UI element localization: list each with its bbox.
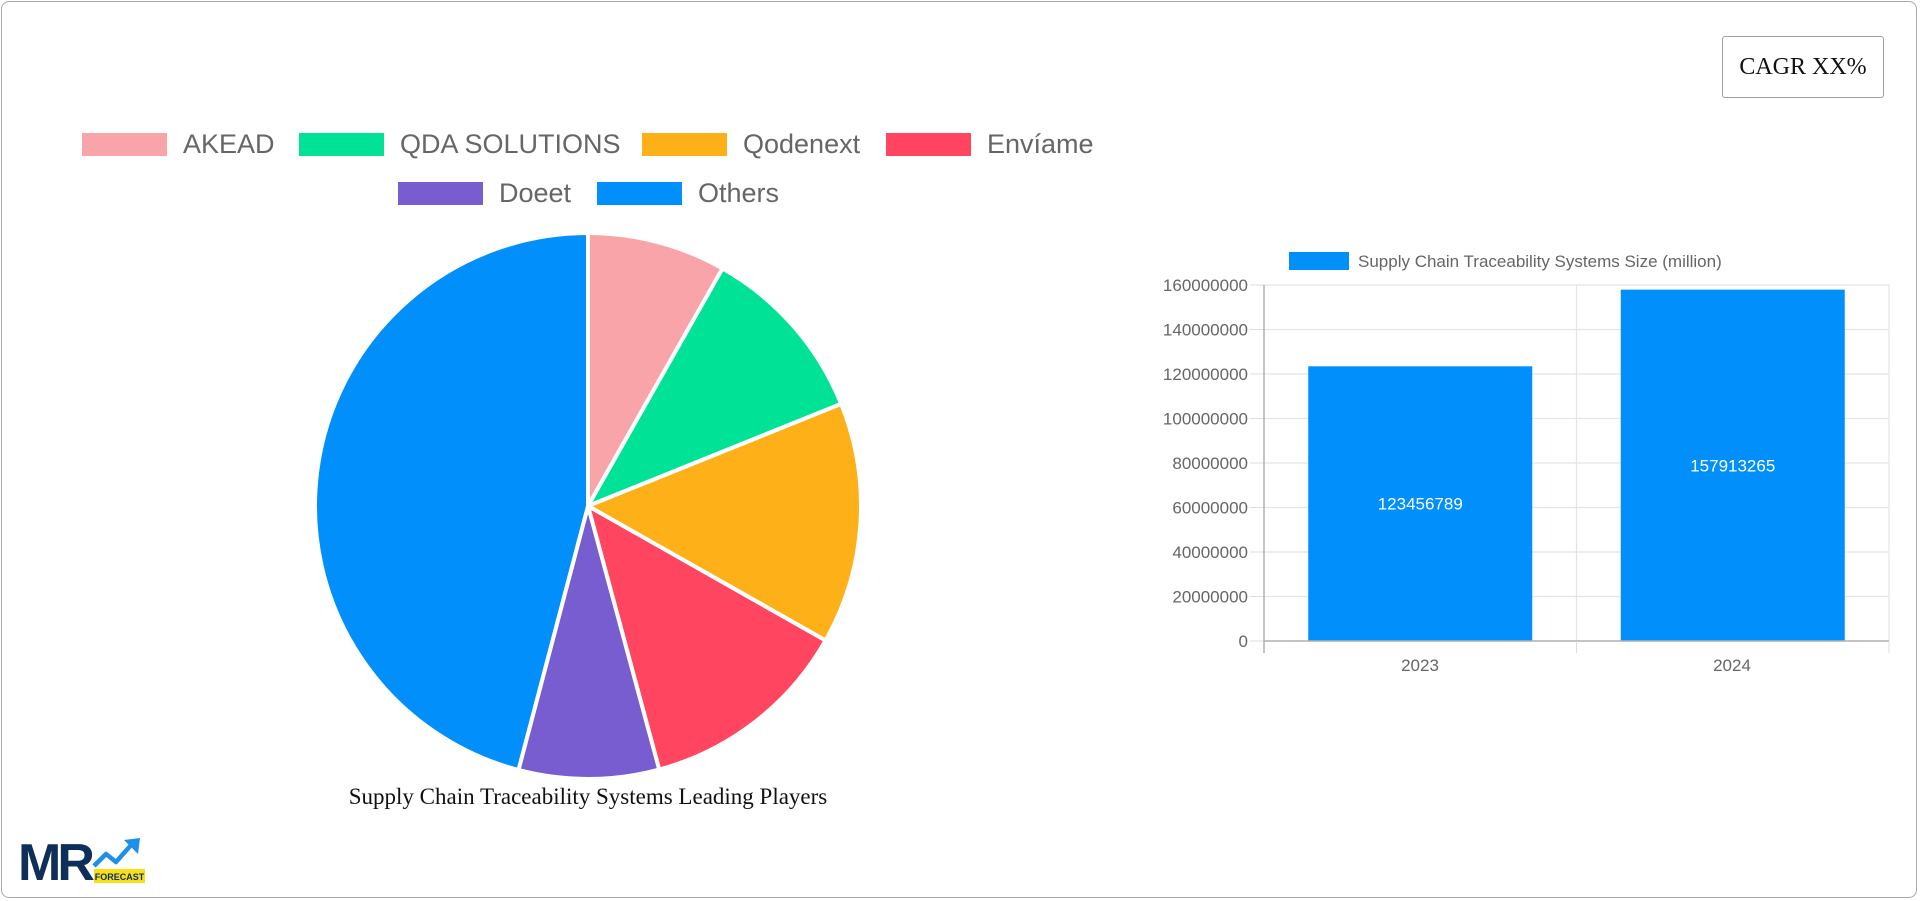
legend-label: Envíame [987, 128, 1094, 159]
y-tick-label: 80000000 [1172, 454, 1248, 473]
legend-item-akead[interactable]: AKEAD [82, 128, 275, 159]
pie-slice-qda-solutions[interactable] [586, 266, 844, 508]
bar-legend-label: Supply Chain Traceability Systems Size (… [1358, 252, 1722, 271]
legend-item-qda-solutions[interactable]: QDA SOLUTIONS [299, 128, 621, 159]
bar-value-label: 123456789 [1378, 495, 1463, 514]
pie-slice-akead[interactable] [586, 231, 725, 508]
y-tick-label: 160000000 [1163, 276, 1248, 295]
y-tick-label: 20000000 [1172, 588, 1248, 607]
legend-label: Others [698, 177, 780, 208]
legend-label: Doeet [499, 177, 572, 208]
legend-label: QDA SOLUTIONS [400, 128, 621, 159]
y-tick-label: 40000000 [1172, 543, 1248, 562]
pie-slice-qodenext[interactable] [586, 401, 863, 643]
pie-slice-env-ame[interactable] [586, 504, 828, 772]
cagr-badge: CAGR XX% [1722, 36, 1884, 98]
forecast-badge [94, 869, 145, 883]
legend-label: AKEAD [183, 128, 275, 159]
legend-swatch-qodenext [642, 132, 727, 156]
bar-value-label: 157913265 [1690, 456, 1775, 475]
legend-swatch-akead [82, 132, 167, 156]
pie-chart-title: Supply Chain Traceability Systems Leadin… [348, 784, 828, 809]
mr-forecast-logo: MR FORECAST [18, 836, 145, 884]
legend-swatch-enviame [886, 132, 971, 156]
x-axis-label-2024: 2024 [1713, 656, 1751, 675]
bar-2023[interactable] [1308, 366, 1533, 641]
pie-slice-others[interactable] [313, 231, 590, 772]
bar-chart: Supply Chain Traceability Systems Size (… [1163, 252, 1890, 675]
y-tick-label: 60000000 [1172, 499, 1248, 518]
forecast-badge-text: FORECAST [95, 872, 145, 882]
logo-mr-text: MR [18, 836, 94, 884]
legend-item-qodenext[interactable]: Qodenext [642, 128, 861, 159]
x-axis-label-2023: 2023 [1401, 656, 1439, 675]
arrow-head-icon [124, 838, 140, 854]
y-tick-label: 120000000 [1163, 365, 1248, 384]
pie-chart [313, 231, 863, 781]
bar-legend-swatch [1289, 252, 1349, 270]
y-axis-ticks: 0 20000000 40000000 60000000 80000000 1000000… [1163, 276, 1264, 651]
cagr-label: CAGR XX% [1739, 53, 1867, 80]
legend-swatch-others [597, 181, 682, 205]
y-tick-label: 140000000 [1163, 321, 1248, 340]
y-tick-label: 100000000 [1163, 410, 1248, 429]
legend-item-others[interactable]: Others [597, 177, 780, 208]
legend-item-doeet[interactable]: Doeet [398, 177, 572, 208]
pie-slice-doeet[interactable] [516, 504, 662, 781]
legend-item-enviame[interactable]: Envíame [886, 128, 1094, 159]
legend-label: Qodenext [743, 128, 861, 159]
bar-2024[interactable] [1620, 289, 1845, 641]
legend-swatch-qda-solutions [299, 132, 384, 156]
y-tick-label: 0 [1239, 632, 1248, 651]
trend-arrow-icon [92, 842, 134, 868]
legend-swatch-doeet [398, 181, 483, 205]
